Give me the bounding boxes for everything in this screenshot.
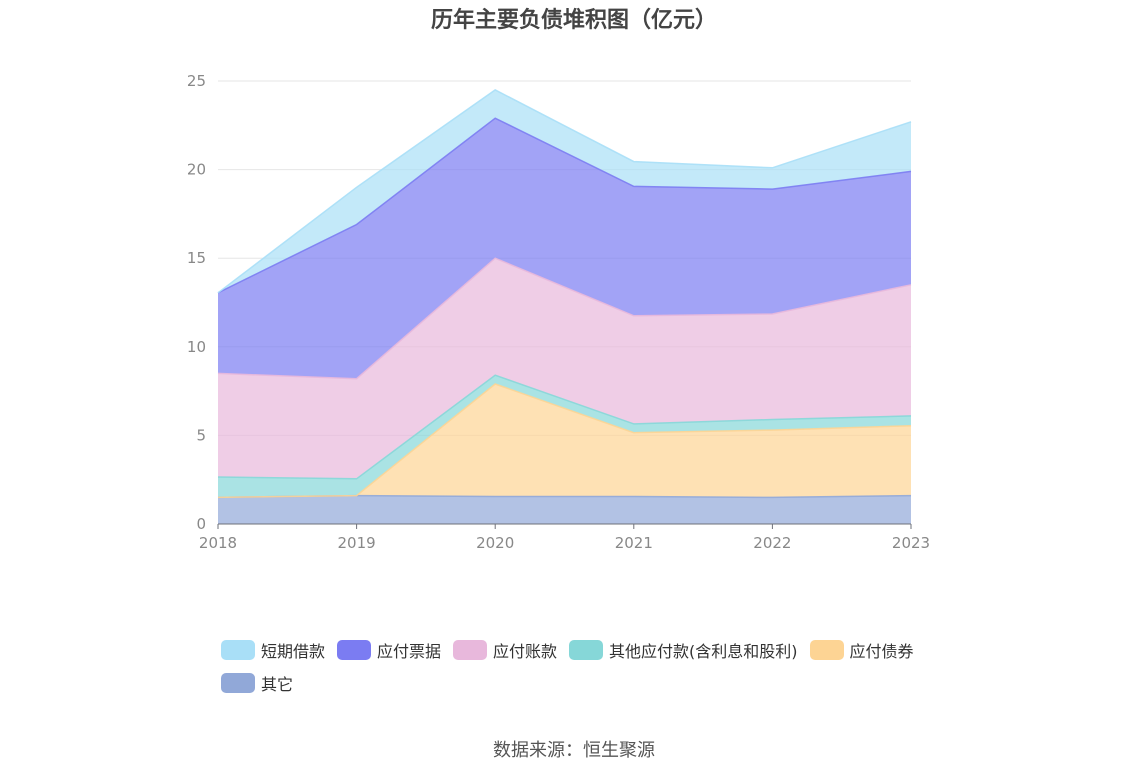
legend-label: 应付票据 [377, 642, 442, 661]
y-tick-label: 15 [187, 249, 206, 267]
x-tick-label: 2021 [615, 534, 653, 552]
legend-label: 其它 [261, 675, 294, 694]
x-tick-label: 2019 [338, 534, 376, 552]
series-line-5 [217, 89, 912, 294]
x-tick-label: 2022 [753, 534, 791, 552]
area-series-1 [218, 384, 911, 498]
area-series-0 [218, 495, 911, 524]
area-series-3 [218, 258, 911, 479]
legend-label: 短期借款 [261, 642, 326, 661]
legend-item[interactable]: 应付账款 [453, 639, 557, 661]
legend-label: 应付债券 [849, 642, 914, 661]
legend-swatch [221, 673, 255, 693]
y-tick-label: 25 [187, 72, 206, 90]
legend-item[interactable]: 其他应付款(含利息和股利) [569, 639, 798, 661]
area-series [218, 89, 911, 524]
source-note: 数据来源：恒生聚源 [493, 740, 655, 761]
x-tick-label: 2020 [476, 534, 514, 552]
legend-item[interactable]: 应付票据 [337, 639, 441, 661]
legend-label: 其他应付款(含利息和股利) [609, 642, 798, 661]
chart-title: 历年主要负债堆积图（亿元） [430, 8, 717, 33]
area-series-5 [218, 89, 911, 293]
legend-swatch [569, 640, 604, 660]
legend-swatch [453, 640, 488, 660]
area-series-4 [218, 118, 911, 379]
series-lines [217, 89, 912, 499]
x-tick-label: 2018 [199, 534, 237, 552]
legend-item[interactable]: 其它 [221, 672, 293, 694]
legend-item[interactable]: 短期借款 [221, 639, 325, 661]
y-tick-label: 20 [187, 161, 206, 179]
y-tick-label: 5 [196, 426, 206, 444]
legend-swatch [337, 640, 372, 660]
legend: 短期借款 应付票据 应付账款 其他应付款(含利息和股利) 应付债券其它 [221, 639, 981, 694]
legend-item[interactable]: 应付债券 [809, 639, 914, 661]
series-line-3 [217, 257, 912, 380]
legend-swatch [221, 640, 255, 660]
series-line-4 [217, 117, 912, 294]
x-tick-label: 2023 [892, 534, 930, 552]
y-tick-label: 10 [187, 338, 206, 356]
series-line-2 [217, 374, 912, 480]
series-line-1 [217, 383, 912, 499]
legend-swatch [809, 640, 844, 660]
legend-label: 应付账款 [493, 642, 558, 661]
axes: 0 5 10 15 20 25 2018 2019 2020 2021 2022 2023 [187, 72, 930, 552]
y-tick-label: 0 [196, 515, 206, 533]
